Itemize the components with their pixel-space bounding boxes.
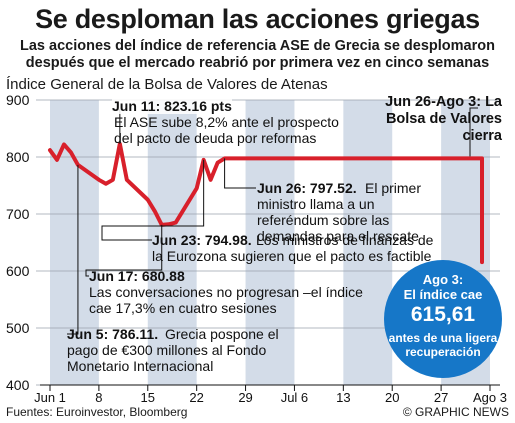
week-band bbox=[147, 100, 197, 385]
callout-line-1: Ago 3: bbox=[422, 272, 464, 287]
aug3-callout: Ago 3: El índice cae 615,61 antes de una… bbox=[384, 260, 502, 378]
annotation-jun17-text: Las conversaciones no progresan –el índi… bbox=[89, 284, 363, 316]
leader-jun23 bbox=[101, 159, 205, 241]
annotation-jun11-text: El ASE sube 8,2% ante el prospecto del p… bbox=[114, 114, 339, 146]
x-tick-label: 20 bbox=[385, 390, 399, 405]
y-tick-label: 700 bbox=[6, 206, 30, 222]
callout-header: Ago 3: El índice cae bbox=[384, 272, 502, 302]
x-tick-label: 8 bbox=[95, 390, 102, 405]
x-tick-label: Jul 6 bbox=[281, 390, 308, 405]
week-band bbox=[343, 100, 393, 385]
credit-note: © GRAPHIC NEWS bbox=[402, 405, 509, 419]
x-tick-label: 15 bbox=[141, 390, 155, 405]
source-note: Fuentes: Euroinvestor, Bloomberg bbox=[6, 405, 188, 419]
annotation-jun26-text: El primer ministro llama a un referéndum… bbox=[257, 180, 422, 244]
x-tick-label: Jun 1 bbox=[34, 390, 66, 405]
annotation-jun17-head: Jun 17: 680.88 bbox=[89, 268, 185, 284]
annotation-jun23-head: Jun 23: 794.98. bbox=[152, 232, 252, 248]
leader-jun26 bbox=[224, 158, 256, 189]
y-tick-label: 400 bbox=[6, 377, 30, 393]
leader-jun5 bbox=[67, 164, 79, 335]
annotation-jun5-text: Grecia pospone el pago de €300 millones … bbox=[67, 326, 279, 374]
week-band bbox=[245, 100, 295, 385]
y-tick-label: 600 bbox=[6, 263, 30, 279]
y-tick-label: 900 bbox=[6, 92, 30, 108]
chart-title: Índice General de la Bolsa de Valores de… bbox=[6, 76, 328, 93]
callout-line-2: El índice cae bbox=[403, 287, 483, 302]
x-tick-label: 13 bbox=[336, 390, 350, 405]
callout-line-3: antes de una ligera bbox=[388, 331, 498, 345]
subtitle-line-1: Las acciones del índice de referencia AS… bbox=[20, 38, 495, 54]
x-tick-label: 22 bbox=[189, 390, 203, 405]
week-band bbox=[50, 100, 99, 385]
x-tick-label: 27 bbox=[434, 390, 448, 405]
x-tick-label: 29 bbox=[238, 390, 252, 405]
x-tick-label: Ago 3 bbox=[473, 390, 507, 405]
exchange-closed-label: Jun 26-Ago 3: La Bolsa de Valores cierra bbox=[385, 94, 502, 144]
page-subtitle: Las acciones del índice de referencia AS… bbox=[0, 38, 515, 72]
subtitle-line-2: después que el mercado reabrió por prime… bbox=[25, 55, 490, 71]
annotation-jun5-head: Jun 5: 786.11. bbox=[67, 326, 159, 342]
page-title: Se desploman las acciones griegas bbox=[35, 4, 480, 34]
index-series-line bbox=[48, 141, 484, 265]
callout-footer: antes de una ligera recuperación bbox=[384, 331, 502, 359]
callout-line-4: recuperación bbox=[405, 345, 481, 359]
y-tick-label: 500 bbox=[6, 320, 30, 336]
annotation-jun11-head: Jun 11: 823.16 pts bbox=[112, 98, 232, 114]
leader-jun17 bbox=[85, 224, 163, 277]
annotation-jun26-head: Jun 26: 797.52. bbox=[257, 180, 357, 196]
y-tick-label: 800 bbox=[6, 149, 30, 165]
leader-closed bbox=[469, 107, 478, 157]
callout-value: 615,61 bbox=[410, 303, 476, 326]
annotation-jun23-text: Los ministros de finanzas de la Eurozona… bbox=[152, 232, 434, 264]
